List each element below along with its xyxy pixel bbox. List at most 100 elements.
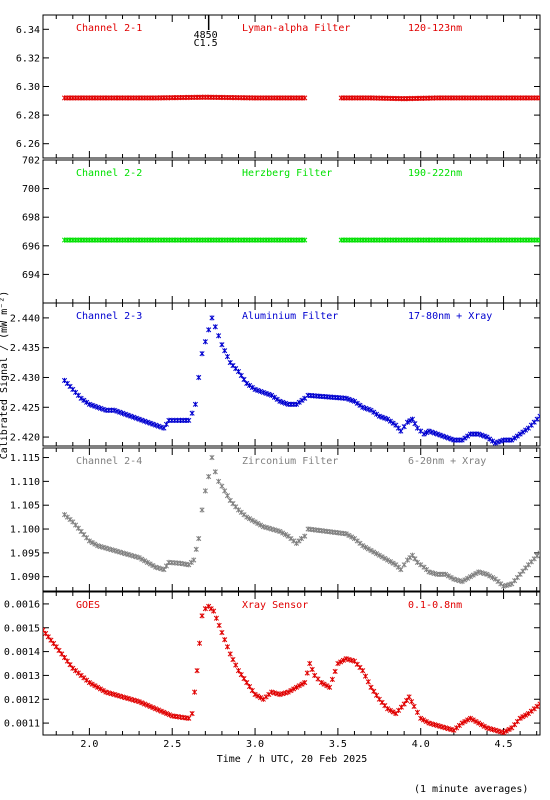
data-point <box>349 397 355 403</box>
y-tick-label: 1.110 <box>10 477 40 488</box>
data-point <box>249 384 255 391</box>
data-point <box>209 454 215 461</box>
data-point <box>420 717 427 723</box>
data-point <box>296 683 302 689</box>
y-tick-label: 0.0012 <box>4 695 40 706</box>
y-tick-label: 1.105 <box>10 501 40 512</box>
channel-title: GOES <box>76 600 100 611</box>
data-point <box>86 679 92 686</box>
data-point <box>531 706 537 712</box>
data-point <box>164 710 170 717</box>
flare-marker-class: C1.5 <box>194 38 218 49</box>
panel-frame <box>42 447 541 592</box>
y-tick-label: 700 <box>22 184 40 195</box>
data-point <box>219 342 225 348</box>
data-point <box>340 657 346 663</box>
data-point <box>252 691 258 698</box>
y-tick-label: 1.115 <box>10 453 40 464</box>
data-point <box>128 413 134 419</box>
data-point <box>537 95 540 101</box>
data-point <box>100 687 106 694</box>
panel-2: 694 696 698 700 702 Channel 2-2 Herzberg Filte… <box>22 156 541 304</box>
data-point <box>412 556 418 562</box>
data-point <box>470 572 476 578</box>
data-point <box>144 702 150 708</box>
band-label: 0.1-0.8nm <box>408 600 462 611</box>
panel-4: 1.090 1.095 1.100 1.105 1.110 1.115 Channel 2-… <box>10 447 541 592</box>
data-point <box>206 327 212 333</box>
data-point <box>97 405 103 411</box>
data-point <box>269 392 275 398</box>
data-point <box>309 666 315 673</box>
data-point <box>166 712 173 718</box>
data-point <box>158 708 164 714</box>
panel-frame <box>42 14 541 159</box>
data-point <box>489 438 496 444</box>
data-point <box>246 382 253 389</box>
data-point <box>153 422 159 428</box>
data-point <box>407 418 413 424</box>
data-point <box>302 95 308 101</box>
data-point <box>523 427 529 433</box>
data-point <box>409 416 415 422</box>
data-point <box>343 395 349 401</box>
data-point <box>219 483 225 489</box>
data-point <box>423 429 430 436</box>
data-point <box>327 684 333 690</box>
data-point <box>484 571 490 577</box>
data-point <box>434 431 440 437</box>
data-point <box>368 407 374 413</box>
y-tick-label: 2.435 <box>10 343 40 354</box>
data-point <box>373 411 380 417</box>
data-point <box>473 718 479 725</box>
data-point <box>186 715 192 721</box>
data-point <box>537 550 540 556</box>
data-point <box>150 704 156 711</box>
data-point <box>335 660 341 667</box>
data-point <box>534 703 540 709</box>
data-point <box>202 339 208 345</box>
data-point <box>414 559 420 565</box>
data-point <box>426 428 432 434</box>
channel-title: Channel 2-2 <box>76 168 142 179</box>
data-point <box>492 440 498 446</box>
y-tick-label: 0.0016 <box>4 599 40 610</box>
y-tick-label: 6.28 <box>16 111 40 122</box>
panel-3: 2.420 2.425 2.430 2.435 2.440 Channel 2-3 Alum… <box>10 302 541 447</box>
data-point <box>136 555 142 561</box>
data-point <box>206 474 212 480</box>
data-point <box>360 543 366 549</box>
data-point <box>224 354 230 360</box>
panel-frame <box>42 591 541 736</box>
data-point <box>161 709 167 715</box>
y-tick-label: 1.095 <box>10 548 40 559</box>
data-point <box>321 681 327 687</box>
data-point <box>414 709 420 715</box>
channel-title: Channel 2-1 <box>76 23 142 34</box>
data-point <box>288 687 294 694</box>
data-point <box>92 683 98 689</box>
data-point <box>484 434 490 440</box>
data-point <box>293 684 300 690</box>
y-tick-label: 2.425 <box>10 403 40 414</box>
data-point <box>362 405 369 411</box>
data-point <box>512 435 518 441</box>
data-point <box>53 644 59 650</box>
x-tick-label: 3.0 <box>246 739 264 750</box>
data-point <box>285 689 291 695</box>
data-point <box>404 697 410 704</box>
data-point <box>409 552 415 558</box>
data-point <box>125 412 131 418</box>
y-tick-label: 2.430 <box>10 373 40 384</box>
data-point <box>241 675 247 682</box>
data-point <box>411 703 417 709</box>
data-point <box>537 413 540 419</box>
data-point <box>509 437 515 443</box>
data-point <box>252 386 258 392</box>
data-point <box>293 401 300 407</box>
data-point <box>212 469 218 475</box>
data-point <box>78 395 84 401</box>
data-point <box>199 613 205 619</box>
data-point <box>86 401 92 407</box>
data-point <box>61 654 68 661</box>
